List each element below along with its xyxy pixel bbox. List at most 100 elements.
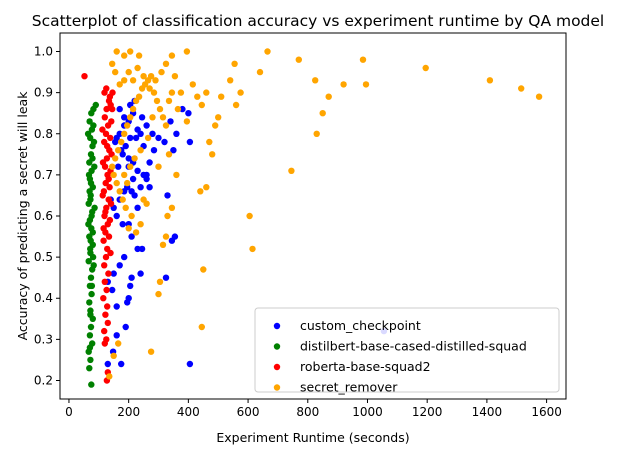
- data-point: [112, 68, 119, 76]
- data-point: [108, 151, 115, 158]
- data-point: [129, 77, 137, 84]
- data-point: [179, 105, 186, 113]
- data-point: [89, 253, 97, 261]
- data-point: [121, 77, 128, 84]
- data-point: [86, 365, 93, 372]
- data-point: [127, 48, 134, 55]
- data-point: [168, 89, 176, 96]
- data-point: [115, 147, 122, 154]
- data-point: [101, 114, 109, 121]
- data-point: [115, 340, 122, 347]
- data-point: [118, 360, 125, 368]
- data-point: [88, 282, 96, 290]
- data-point: [144, 134, 152, 142]
- data-point: [164, 212, 171, 220]
- data-point: [87, 323, 95, 331]
- data-point: [218, 93, 225, 100]
- data-point: [110, 270, 117, 277]
- data-point: [159, 241, 167, 248]
- data-point: [86, 118, 93, 125]
- x-tick-label: 1200: [412, 405, 443, 419]
- data-point: [134, 245, 141, 253]
- data-point: [138, 114, 146, 121]
- data-point: [116, 81, 123, 88]
- data-point: [99, 126, 106, 133]
- data-point: [161, 138, 168, 146]
- data-point: [156, 105, 164, 113]
- data-point: [121, 171, 128, 179]
- x-tick-label: 400: [177, 405, 200, 419]
- y-tick-label: 0.6: [34, 209, 53, 223]
- data-point: [134, 64, 141, 72]
- data-point: [122, 204, 129, 211]
- data-point: [143, 171, 150, 179]
- data-point: [107, 200, 115, 207]
- data-point: [85, 171, 93, 179]
- data-point: [340, 81, 347, 88]
- data-point: [121, 52, 128, 59]
- data-point: [129, 105, 137, 113]
- data-point: [109, 286, 116, 294]
- y-tick-label: 0.5: [34, 250, 53, 264]
- data-point: [256, 68, 264, 76]
- data-point: [116, 188, 123, 195]
- data-point: [127, 282, 134, 290]
- data-point: [131, 155, 138, 162]
- data-point: [104, 142, 111, 150]
- data-point: [206, 138, 213, 146]
- data-point: [106, 373, 113, 380]
- data-point: [164, 192, 171, 199]
- data-point: [103, 155, 111, 162]
- data-point: [162, 122, 170, 129]
- data-point: [152, 77, 159, 84]
- y-tick-label: 0.7: [34, 168, 53, 182]
- data-point: [209, 151, 216, 158]
- data-point: [110, 352, 117, 359]
- x-axis-ticks: 0 200 400 600 800 1000 1200 1400 1600: [65, 399, 562, 419]
- data-point: [99, 159, 107, 166]
- data-point: [115, 163, 122, 170]
- y-axis-label: Accuracy of predicting a secret will lea…: [15, 91, 30, 341]
- data-point: [122, 323, 129, 331]
- x-tick-label: 1600: [531, 405, 562, 419]
- data-point: [100, 225, 107, 232]
- data-point: [127, 114, 134, 121]
- data-point: [183, 48, 191, 55]
- data-point: [113, 48, 120, 55]
- data-point: [87, 179, 95, 187]
- y-tick-label: 0.8: [34, 127, 53, 141]
- data-point: [87, 274, 95, 281]
- data-point: [159, 114, 167, 121]
- data-point: [167, 118, 174, 125]
- data-point: [147, 73, 155, 80]
- data-point: [89, 155, 96, 162]
- data-point: [104, 303, 111, 310]
- data-point: [162, 274, 170, 281]
- data-point: [146, 159, 153, 166]
- data-point: [137, 270, 144, 277]
- x-axis-label: Experiment Runtime (seconds): [216, 430, 409, 445]
- legend-marker: [273, 363, 281, 371]
- data-point: [264, 48, 271, 55]
- data-point: [108, 118, 115, 125]
- data-point: [105, 175, 112, 183]
- data-point: [121, 114, 128, 121]
- data-point: [132, 229, 140, 236]
- data-point: [137, 184, 144, 191]
- y-tick-label: 1.0: [34, 45, 53, 59]
- data-point: [81, 73, 88, 80]
- data-point: [109, 163, 116, 170]
- data-point: [168, 52, 176, 59]
- data-point: [249, 245, 256, 253]
- data-point: [100, 295, 107, 302]
- data-point: [124, 299, 131, 306]
- legend-marker: [273, 384, 281, 391]
- x-tick-label: 1000: [352, 405, 383, 419]
- data-point: [319, 110, 326, 117]
- data-point: [535, 93, 543, 100]
- data-point: [147, 348, 155, 355]
- data-point: [158, 68, 165, 76]
- data-point: [129, 175, 137, 183]
- data-point: [87, 311, 94, 318]
- data-point: [106, 184, 113, 191]
